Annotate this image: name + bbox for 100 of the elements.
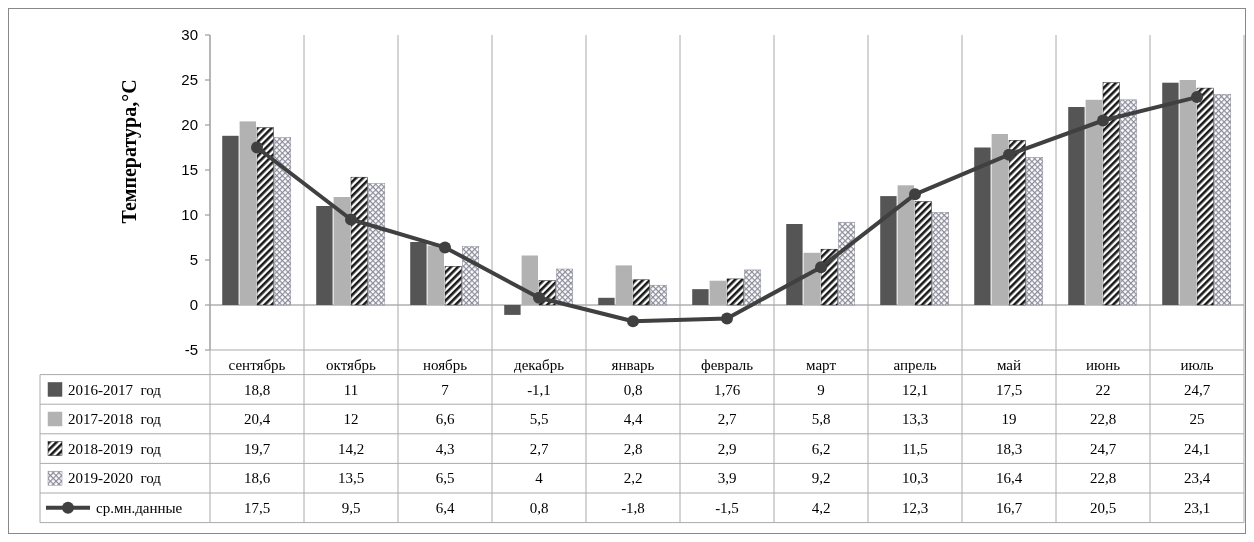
point — [627, 315, 639, 328]
data-label: 11 — [343, 381, 359, 398]
data-label: 13,3 — [901, 411, 929, 428]
bar — [880, 196, 897, 305]
x-tick-label: март — [806, 357, 837, 374]
bar — [333, 197, 350, 305]
y-tick-label: 30 — [181, 26, 198, 44]
x-tick-label: июль — [1180, 357, 1214, 374]
data-label: 20,4 — [243, 411, 271, 428]
bar — [1214, 94, 1232, 306]
bar — [222, 135, 239, 305]
legend-label: 2019-2020 год — [68, 470, 162, 487]
y-tick-label: 20 — [181, 116, 198, 134]
point — [721, 312, 733, 325]
point — [251, 141, 263, 154]
bar — [1102, 82, 1120, 306]
data-label: 22 — [1095, 381, 1111, 398]
bar — [556, 268, 574, 306]
y-tick-label: 15 — [181, 161, 198, 179]
data-label: 12,1 — [901, 381, 929, 398]
bar — [1196, 87, 1214, 306]
data-label: 13,5 — [337, 470, 365, 487]
data-label: 17,5 — [995, 381, 1023, 398]
point — [533, 291, 545, 304]
x-tick-label: декабрь — [514, 357, 565, 374]
bar — [368, 183, 386, 306]
bar — [410, 242, 427, 305]
data-label: 18,3 — [995, 440, 1023, 457]
x-tick-label: май — [996, 357, 1022, 374]
data-label: 22,8 — [1089, 411, 1117, 428]
point — [1191, 91, 1203, 104]
data-label: -1,8 — [621, 500, 645, 517]
bar — [632, 279, 650, 306]
data-label: 3,9 — [717, 470, 737, 487]
legend-label: 2016-2017 год — [68, 381, 162, 398]
y-tick-label: 0 — [189, 296, 198, 314]
bar — [316, 206, 333, 305]
point — [1003, 148, 1015, 161]
bar — [650, 284, 668, 306]
data-label: 22,8 — [1089, 470, 1117, 487]
data-label: 1,76 — [713, 381, 741, 398]
bar — [462, 246, 480, 306]
bar — [786, 224, 803, 305]
data-label: 2,9 — [717, 440, 737, 457]
y-tick-label: 25 — [181, 71, 198, 89]
bar — [350, 176, 368, 306]
data-label: 6,4 — [435, 500, 455, 517]
data-label: 6,5 — [435, 470, 455, 487]
data-label: 23,4 — [1183, 470, 1211, 487]
bar — [709, 280, 726, 305]
bar — [274, 137, 292, 306]
legend-label: 2018-2019 год — [68, 440, 162, 457]
point — [909, 188, 921, 201]
x-tick-label: октябрь — [326, 357, 377, 374]
bar — [897, 185, 914, 305]
data-label: 4,4 — [623, 411, 643, 428]
data-label: 18,8 — [243, 381, 271, 398]
data-label: 0,8 — [623, 381, 643, 398]
bar — [744, 269, 762, 306]
y-tick-label: 5 — [189, 251, 198, 269]
data-label: 12,3 — [901, 500, 929, 517]
bar — [1120, 99, 1138, 306]
data-label: -1,1 — [527, 381, 551, 398]
data-label: 2,7 — [717, 411, 737, 428]
y-tick-label: 10 — [181, 206, 198, 224]
bar — [598, 297, 615, 305]
data-label: 9,5 — [341, 500, 361, 517]
x-tick-label: сентябрь — [228, 357, 286, 374]
x-tick-label: январь — [611, 357, 655, 374]
data-label: 2,2 — [623, 470, 643, 487]
y-axis-title: Температура,°C — [118, 79, 141, 224]
data-label: 7 — [441, 381, 450, 398]
data-label: 23,1 — [1183, 500, 1211, 517]
x-tick-label: июнь — [1085, 357, 1121, 374]
point — [439, 241, 451, 254]
data-label: 6,2 — [811, 440, 831, 457]
legend-label: 2017-2018 год — [68, 411, 162, 428]
legend-label: ср.мн.данные — [96, 500, 183, 517]
data-label: 2,8 — [623, 440, 643, 457]
bar — [1162, 82, 1179, 305]
bar — [932, 212, 950, 306]
data-label: 9 — [817, 381, 825, 398]
data-label: 24,1 — [1183, 440, 1211, 457]
data-label: 9,2 — [811, 470, 831, 487]
bar — [726, 278, 744, 306]
data-label: 4,3 — [435, 440, 455, 457]
data-label: 25 — [1189, 411, 1205, 428]
data-label: 4 — [535, 470, 544, 487]
bar — [1179, 80, 1196, 305]
x-tick-label: апрель — [893, 357, 937, 374]
data-label: 12 — [343, 411, 359, 428]
bar — [504, 305, 521, 315]
data-label: 24,7 — [1183, 381, 1211, 398]
data-label: 4,2 — [811, 500, 831, 517]
x-tick-label: февраль — [700, 357, 754, 374]
data-label: 0,8 — [529, 500, 549, 517]
bar — [1026, 157, 1044, 306]
bar — [974, 147, 991, 305]
bar — [1068, 107, 1085, 305]
data-label: 16,7 — [995, 500, 1023, 517]
